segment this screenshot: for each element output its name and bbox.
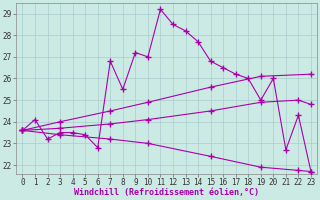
X-axis label: Windchill (Refroidissement éolien,°C): Windchill (Refroidissement éolien,°C) — [74, 188, 259, 197]
